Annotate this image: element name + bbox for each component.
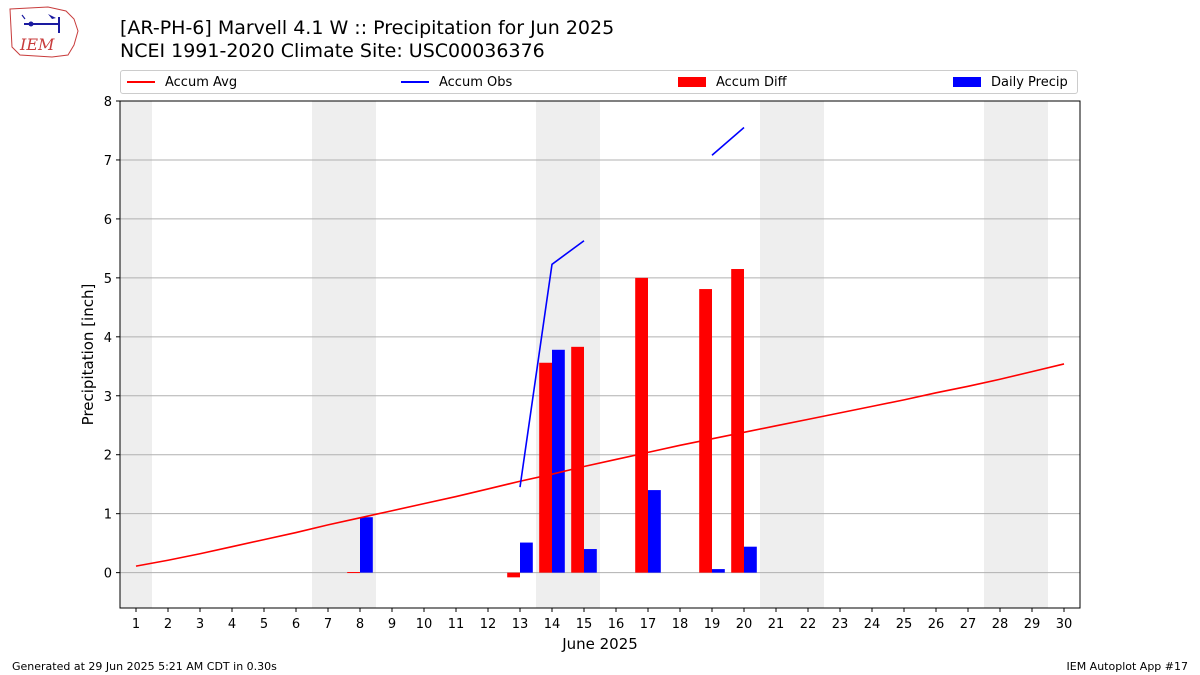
accum-obs-line xyxy=(519,240,585,488)
daily-precip-bar xyxy=(648,490,661,573)
daily-precip-bar xyxy=(584,549,597,573)
x-axis-label: June 2025 xyxy=(561,635,638,653)
legend-item-accum-obs: Accum Obs xyxy=(401,71,512,93)
x-tick-label: 13 xyxy=(512,617,529,632)
x-tick-label: 16 xyxy=(608,617,625,632)
legend-label: Accum Obs xyxy=(439,74,513,90)
x-tick-label: 3 xyxy=(196,617,204,632)
x-tick-label: 10 xyxy=(416,617,433,632)
chart-subtitle: NCEI 1991-2020 Climate Site: USC00036376 xyxy=(120,40,545,62)
x-tick-label: 18 xyxy=(672,617,689,632)
y-tick-label: 4 xyxy=(104,331,112,346)
legend-item-accum-avg: Accum Avg xyxy=(127,71,237,93)
accum-obs-line xyxy=(711,126,745,156)
accum-diff-bar xyxy=(347,572,360,574)
x-tick-label: 8 xyxy=(356,617,364,632)
daily-precip-bar xyxy=(520,542,533,573)
daily-precip-bar xyxy=(552,349,565,573)
accum-diff-bar xyxy=(635,277,648,573)
legend-item-accum-diff: Accum Diff xyxy=(678,71,787,93)
x-tick-label: 24 xyxy=(864,617,881,632)
legend-label: Accum Diff xyxy=(716,74,787,90)
plot-frame xyxy=(119,100,1081,609)
y-axis-label: Precipitation [inch] xyxy=(79,284,97,426)
logo-text: IEM xyxy=(19,35,55,54)
accum-diff-bar xyxy=(539,362,552,573)
app-footer: IEM Autoplot App #17 xyxy=(1066,660,1189,673)
x-tick-label: 12 xyxy=(480,617,497,632)
chart-title: [AR-PH-6] Marvell 4.1 W :: Precipitation… xyxy=(120,17,615,39)
y-tick-label: 5 xyxy=(104,272,112,287)
iem-logo: IEM xyxy=(8,5,80,59)
legend-label: Accum Avg xyxy=(165,74,238,90)
accum-avg-line xyxy=(135,363,1065,567)
legend-swatch xyxy=(127,81,155,83)
x-tick-label: 4 xyxy=(228,617,236,632)
accum-diff-bar xyxy=(507,572,520,578)
x-tick-label: 6 xyxy=(292,617,300,632)
accum-diff-bar xyxy=(699,289,712,573)
generated-footer: Generated at 29 Jun 2025 5:21 AM CDT in … xyxy=(12,660,277,673)
x-tick-label: 21 xyxy=(768,617,785,632)
x-tick-label: 7 xyxy=(324,617,332,632)
x-tick-label: 26 xyxy=(928,617,945,632)
x-tick-label: 17 xyxy=(640,617,657,632)
chart-legend: Accum Avg Accum Obs Accum Diff Daily Pre… xyxy=(120,70,1078,94)
x-tick-label: 29 xyxy=(1024,617,1041,632)
y-tick-label: 7 xyxy=(104,154,112,169)
x-tick-label: 27 xyxy=(960,617,977,632)
x-tick-label: 28 xyxy=(992,617,1009,632)
legend-item-daily-precip: Daily Precip xyxy=(953,71,1068,93)
weekend-shade xyxy=(760,101,824,608)
weekend-shade xyxy=(120,101,152,608)
y-tick-label: 0 xyxy=(104,567,112,582)
accum-diff-bar xyxy=(571,346,584,573)
x-tick-label: 1 xyxy=(132,617,140,632)
y-tick-label: 1 xyxy=(104,508,112,523)
x-tick-label: 15 xyxy=(576,617,593,632)
y-tick-label: 6 xyxy=(104,213,112,228)
accum-diff-bar xyxy=(731,269,744,573)
y-tick-label: 2 xyxy=(104,449,112,464)
x-tick-label: 11 xyxy=(448,617,465,632)
weekend-shade xyxy=(984,101,1048,608)
daily-precip-bar xyxy=(360,517,373,573)
x-tick-label: 23 xyxy=(832,617,849,632)
legend-label: Daily Precip xyxy=(991,74,1068,90)
y-tick-label: 3 xyxy=(104,390,112,405)
daily-precip-bar xyxy=(712,569,725,573)
x-tick-label: 20 xyxy=(736,617,753,632)
legend-swatch xyxy=(401,81,429,83)
x-tick-label: 14 xyxy=(544,617,561,632)
x-tick-label: 5 xyxy=(260,617,268,632)
legend-swatch xyxy=(953,77,981,87)
daily-precip-bar xyxy=(744,546,757,573)
y-tick-label: 8 xyxy=(104,95,112,110)
x-tick-label: 22 xyxy=(800,617,817,632)
legend-swatch xyxy=(678,77,706,87)
x-tick-label: 9 xyxy=(388,617,396,632)
x-tick-label: 25 xyxy=(896,617,913,632)
x-tick-label: 2 xyxy=(164,617,172,632)
x-tick-label: 19 xyxy=(704,617,721,632)
x-tick-label: 30 xyxy=(1056,617,1073,632)
